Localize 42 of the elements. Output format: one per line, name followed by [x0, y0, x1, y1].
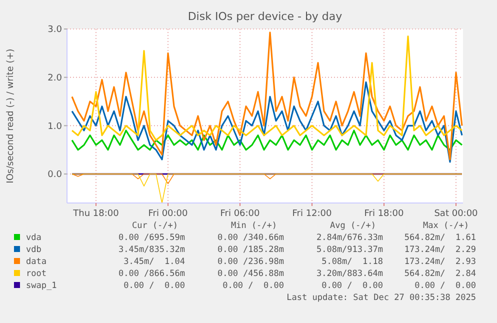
text: 5.08m/ 1.18: [322, 257, 383, 267]
text: 3.45m/ 1.04: [124, 257, 185, 267]
legend-label: root: [26, 269, 46, 279]
x-tick-label: Fri 00:00: [148, 209, 188, 219]
x-tick-label: Thu 18:00: [72, 209, 120, 219]
legend-label: data: [26, 257, 46, 267]
x-tick-label: Sat 00:00: [434, 209, 478, 219]
text: Max (-/+): [422, 221, 470, 231]
y-tick-label: 2.0: [48, 73, 62, 84]
text: 0.00 /185.28m: [217, 245, 284, 255]
text: 0.00 / 0.00: [222, 281, 284, 291]
text: 0.00 /456.88m: [217, 269, 284, 279]
legend-label: vda: [26, 233, 42, 243]
y-axis-title: IOs/second read (-) / write (+): [6, 48, 16, 184]
text: 0.00 /866.56m: [118, 269, 185, 279]
text: 0.00 / 0.00: [322, 281, 383, 291]
x-tick-label: Fri 18:00: [364, 209, 404, 219]
y-tick-label: 1.0: [48, 122, 62, 132]
text: 0.00 /236.98m: [217, 257, 284, 267]
text: 564.82m/ 1.61: [404, 233, 476, 243]
text: Last update: Sat Dec 27 00:35:38 2025: [286, 293, 476, 303]
x-tick-label: Fri 06:00: [220, 209, 260, 219]
text: 0.00 /695.59m: [118, 233, 185, 243]
text: 173.24m/ 2.93: [404, 257, 476, 267]
x-tick-label: Fri 12:00: [292, 209, 332, 219]
text: 3.45m/835.32m: [118, 245, 185, 255]
legend-label: swap_1: [26, 281, 57, 291]
text: 0.00 / 0.00: [124, 281, 185, 291]
y-tick-label: 0.0: [48, 170, 62, 180]
text: 0.00 /340.66m: [217, 233, 284, 243]
text: 0.00 / 0.00: [414, 281, 476, 291]
legend-label: vdb: [26, 245, 42, 255]
y-tick-label: 3.0: [48, 25, 62, 36]
text: Avg (-/+): [330, 221, 376, 231]
text: 2.84m/676.33m: [316, 233, 383, 243]
text: 564.82m/ 2.84: [404, 269, 476, 279]
text: 3.20m/883.64m: [316, 269, 383, 279]
text: Cur (-/+): [132, 221, 178, 231]
chart-title: Disk IOs per device - by day: [188, 10, 343, 23]
text: 5.08m/913.37m: [316, 245, 383, 255]
text: Min (-/+): [230, 221, 278, 231]
text: 173.24m/ 2.29: [404, 245, 476, 255]
